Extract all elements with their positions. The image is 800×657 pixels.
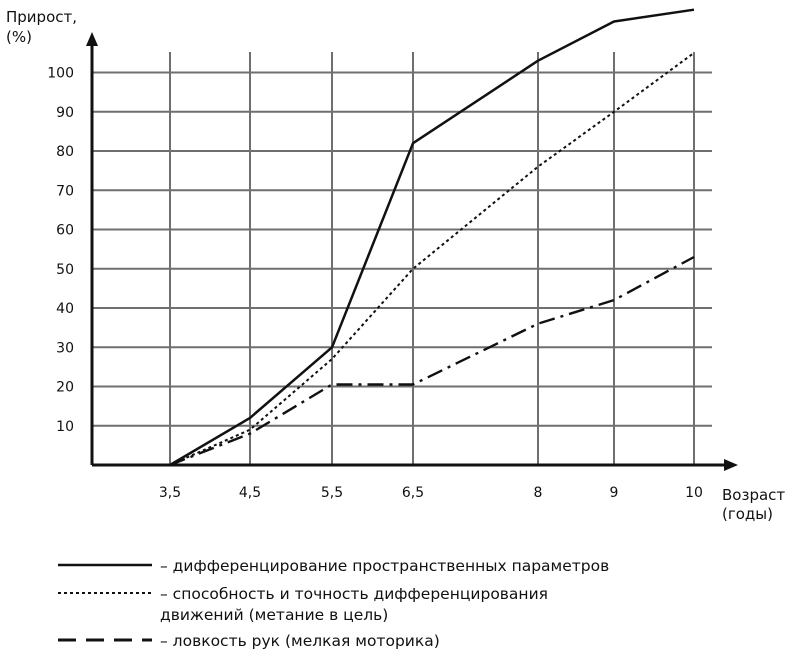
series-lines [169,8,695,467]
series-line-dashdot [169,255,695,467]
legend-item-dotted: – способность и точность дифференцирован… [58,585,548,624]
y-axis-title-line-1: Прирост, [6,8,77,26]
y-tick-label: 40 [56,301,74,317]
legend-label-dotted-line-2: движений (метание в цель) [160,606,388,624]
x-axis-title-line-1: Возраст [722,486,785,504]
x-tick-label: 9 [610,485,619,501]
grid [92,52,712,465]
y-tick-label: 60 [56,223,74,239]
y-tick-label: 20 [56,380,74,396]
x-tick-label: 10 [685,485,703,501]
legend-label-dashdot: – ловкость рук (мелкая моторика) [160,632,440,650]
y-tick-label: 10 [56,419,74,435]
y-tick-label: 90 [56,105,74,121]
y-axis-arrow [86,32,98,46]
y-tick-label: 70 [56,183,74,199]
x-tick-label: 8 [534,485,543,501]
legend-label-dotted-line-1: – способность и точность дифференцирован… [160,585,548,603]
y-tick-label: 50 [56,262,74,278]
legend-label-solid: – дифференцирование пространственных пар… [160,557,609,575]
y-tick-label: 30 [56,340,74,356]
legend-item-solid: – дифференцирование пространственных пар… [58,557,609,575]
y-axis-title-line-2: (%) [6,28,32,46]
series-line-dotted [169,52,695,466]
x-axis-arrow [724,459,738,471]
y-tick-label: 80 [56,144,74,160]
series-line-solid [169,8,695,467]
legend: – дифференцирование пространственных пар… [58,557,609,650]
x-tick-label: 4,5 [239,485,261,501]
x-tick-label: 5,5 [321,485,343,501]
legend-item-dashdot: – ловкость рук (мелкая моторика) [58,632,440,650]
tick-labels: 10 20 30 40 50 60 70 80 90 100 3,5 4,5 5,5 6,5 8 9 10 [47,66,703,502]
x-tick-label: 6,5 [402,485,424,501]
x-tick-label: 3,5 [159,485,181,501]
y-tick-label: 100 [47,66,74,82]
axes [86,32,738,471]
x-axis-title-line-2: (годы) [722,505,773,523]
